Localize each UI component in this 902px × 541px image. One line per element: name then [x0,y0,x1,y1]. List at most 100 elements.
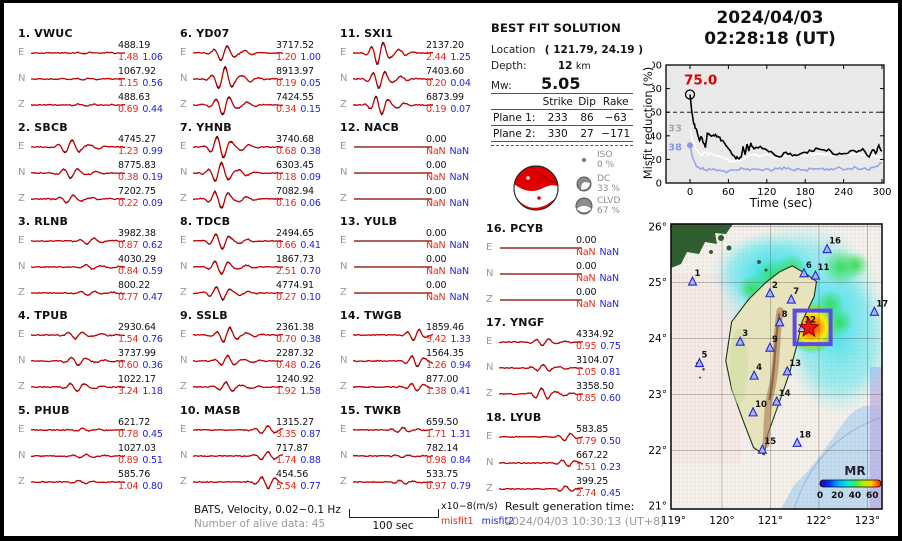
epicenter-box [792,308,833,347]
misfit2-value: 0.45 [142,428,163,440]
component-row: E 1859.46 3.42 1.33 [340,322,482,348]
component-label: N [180,73,188,84]
misfit1-value: 0.70 [276,333,297,345]
svg-text:0: 0 [817,491,823,501]
misfit2-value: NaN [599,298,619,310]
misfit2-value: NaN [449,171,469,183]
misfit1-value: 1.05 [576,366,597,378]
dashed-separator [491,145,633,146]
peak-amplitude: 659.50 [426,417,459,428]
waveform-trace [31,51,125,55]
component-label: N [180,450,188,461]
misfit1-value: 1.48 [118,51,139,63]
misfit2-value: 0.10 [300,291,321,303]
peak-amplitude: 1240.92 [276,374,314,385]
misfit2-value: 0.38 [300,145,321,157]
misfit1-value: 0.27 [276,291,297,303]
svg-text:18: 18 [799,430,811,440]
misfit1-value: 0.60 [118,359,139,371]
component-label: N [340,167,348,178]
map-station-marker: 14 [771,389,791,406]
iso-item: ISO 0 % [575,150,637,172]
best-fit-title: BEST FIT SOLUTION [491,21,621,35]
component-label: Z [18,287,25,298]
station-block: 10. MASB E 1315.27 3.35 0.87 N 717.87 1.74 0.88 Z… [180,404,332,495]
component-row: E 2361.38 0.70 0.38 [180,322,332,348]
station-block: 11. SXI1 E 2137.20 2.44 1.25 N 7403.60 0.20 0.04… [340,27,482,118]
waveform-trace [193,286,283,302]
misfit2-value: 0.38 [300,333,321,345]
svg-text:14: 14 [779,389,791,399]
component-label: E [180,47,187,58]
svg-text:22°: 22° [648,445,667,457]
station-title: 13. YULB [340,215,398,228]
waveform-trace [31,236,125,246]
waveform-trace [31,382,125,392]
component-row: Z 877.00 1.38 0.41 [340,374,482,400]
map-station-marker: 15 [757,437,776,454]
mr-colorbar: MR 0 20 40 60 [817,464,882,501]
station-block: 17. YNGF E 4334.92 0.95 0.75 N 3104.07 1.05 0.81… [486,316,632,407]
waveform-trace [353,382,433,392]
time-scale-bar [349,509,439,518]
component-row: E 2930.64 1.54 0.76 [18,322,174,348]
alive-data-count: Number of alive data: 45 [194,518,326,530]
epicenter-star [797,316,820,338]
svg-text:122°: 122° [806,515,831,527]
peak-amplitude: 717.87 [276,443,309,454]
waveform-trace [354,198,432,200]
station-block: 6. YD07 E 3717.52 1.20 1.00 N 8913.97 0.19 0.05 Z… [180,27,332,118]
china-coastline [671,224,733,268]
peak-amplitude: 6303.45 [276,160,314,171]
map-station-marker: 3 [735,329,748,346]
station-block: 8. TDCB E 2494.65 0.66 0.41 N 1867.73 2.51 0.70 Z… [180,215,332,306]
col-strike: Strike [542,95,573,108]
svg-text:300: 300 [872,187,891,198]
peak-amplitude: 0.00 [426,134,447,145]
waveform-trace [193,96,283,116]
component-label: Z [180,476,187,487]
peak-amplitude: 2930.64 [118,322,156,333]
component-label: Z [18,381,25,392]
component-label: E [340,424,347,435]
component-row: Z 454.56 5.54 0.77 [180,469,332,495]
component-label: Z [486,294,493,305]
station-title: 14. TWGB [340,309,402,322]
station-title: 4. TPUB [18,309,68,322]
component-row: E 659.50 1.71 1.31 [340,417,482,443]
dc-pct: 33 % [597,184,620,194]
component-label: N [486,362,494,373]
station-block: 16. PCYB E 0.00 NaN NaN N 0.00 NaN NaN Z 0.00 NaN Na… [486,222,632,313]
misfit1-value: 0.89 [118,454,139,466]
misfit2-value: 0.26 [300,359,321,371]
waveform-trace [500,273,582,275]
map-station-marker: 5 [694,351,707,368]
svg-text:0: 0 [656,179,662,190]
component-label: E [340,141,347,152]
misfit1-value: 3.24 [118,385,139,397]
misfit1-value: NaN [426,265,446,277]
component-row: N 667.22 1.51 0.23 [486,450,632,476]
component-row: E 2494.65 0.66 0.41 [180,228,332,254]
misfit2-value: 0.99 [142,145,163,157]
best-fit-panel: BEST FIT SOLUTION Location ( 121.79, 24.… [491,17,643,223]
station-title: 18. LYUB [486,411,542,424]
waveform-trace [193,354,283,367]
svg-text:120°: 120° [709,515,734,527]
component-row: N 1067.92 1.15 0.56 [18,66,174,92]
component-row: N 3104.07 1.05 0.81 [486,355,632,381]
misfit1-value: NaN [426,239,446,251]
peak-amplitude: 1867.73 [276,254,314,265]
misfit2-value: 0.88 [300,454,321,466]
station-block: 5. PHUB E 621.72 0.78 0.45 N 1027.03 0.89 0.51 Z 5… [18,404,174,495]
map-station-marker: 7 [786,287,799,304]
svg-text:24°: 24° [648,333,667,345]
station-title: 9. SSLB [180,309,228,322]
peak-amplitude: 0.00 [576,235,597,246]
component-label: N [340,73,348,84]
misfit1-value: 1.92 [276,385,297,397]
station-block: 7. YHNB E 3740.68 0.68 0.38 N 6303.45 0.18 0.09 Z… [180,121,332,212]
map-station-marker: 13 [782,359,801,376]
misfit2-value: 1.33 [450,333,471,345]
waveform-trace [354,240,432,242]
